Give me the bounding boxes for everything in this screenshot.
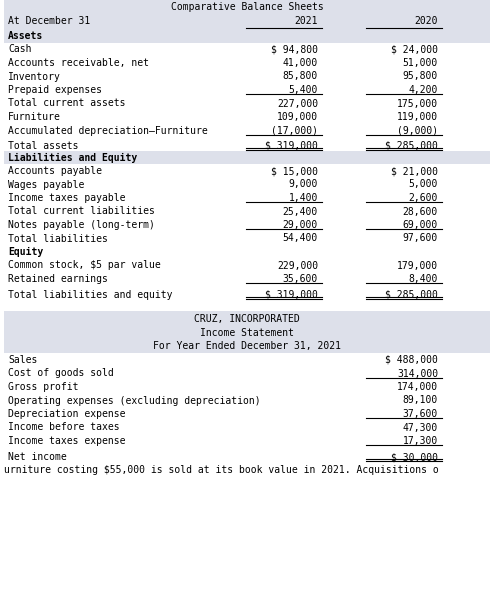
Text: Net income: Net income xyxy=(8,452,67,462)
Text: 179,000: 179,000 xyxy=(397,261,438,270)
Text: Notes payable (long-term): Notes payable (long-term) xyxy=(8,220,155,230)
Text: 2020: 2020 xyxy=(414,16,438,26)
Text: At December 31: At December 31 xyxy=(8,16,90,26)
Text: Retained earnings: Retained earnings xyxy=(8,274,108,284)
Bar xyxy=(4,0,490,14)
Text: Accumulated depreciation–Furniture: Accumulated depreciation–Furniture xyxy=(8,126,208,135)
Text: 175,000: 175,000 xyxy=(397,99,438,109)
Text: Income before taxes: Income before taxes xyxy=(8,422,120,433)
Text: Accounts payable: Accounts payable xyxy=(8,166,102,176)
Text: 109,000: 109,000 xyxy=(277,112,318,122)
Bar xyxy=(4,311,490,353)
Text: $ 21,000: $ 21,000 xyxy=(391,166,438,176)
Text: Gross profit: Gross profit xyxy=(8,382,79,392)
Text: $ 285,000: $ 285,000 xyxy=(385,289,438,300)
Text: $ 15,000: $ 15,000 xyxy=(271,166,318,176)
Text: 229,000: 229,000 xyxy=(277,261,318,270)
Text: Wages payable: Wages payable xyxy=(8,180,84,189)
Text: 35,600: 35,600 xyxy=(283,274,318,284)
Text: $ 94,800: $ 94,800 xyxy=(271,45,318,55)
Text: Common stock, $5 par value: Common stock, $5 par value xyxy=(8,261,161,270)
Text: Total liabilities and equity: Total liabilities and equity xyxy=(8,289,172,300)
Text: 51,000: 51,000 xyxy=(403,58,438,68)
Bar xyxy=(4,14,490,29)
Text: 2,600: 2,600 xyxy=(409,193,438,203)
Text: (17,000): (17,000) xyxy=(271,126,318,135)
Text: Sales: Sales xyxy=(8,355,37,365)
Text: urniture costing $55,000 is sold at its book value in 2021. Acquisitions o: urniture costing $55,000 is sold at its … xyxy=(4,465,439,475)
Bar xyxy=(4,29,490,42)
Text: Depreciation expense: Depreciation expense xyxy=(8,409,126,419)
Text: $ 488,000: $ 488,000 xyxy=(385,355,438,365)
Text: 5,400: 5,400 xyxy=(289,85,318,95)
Text: $ 285,000: $ 285,000 xyxy=(385,141,438,151)
Text: 54,400: 54,400 xyxy=(283,234,318,243)
Text: 25,400: 25,400 xyxy=(283,207,318,216)
Text: Total liabilities: Total liabilities xyxy=(8,234,108,243)
Text: 5,000: 5,000 xyxy=(409,180,438,189)
Text: Income Statement: Income Statement xyxy=(200,327,294,338)
Text: 119,000: 119,000 xyxy=(397,112,438,122)
Text: (9,000): (9,000) xyxy=(397,126,438,135)
Text: Comparative Balance Sheets: Comparative Balance Sheets xyxy=(170,2,324,12)
Text: 2021: 2021 xyxy=(295,16,318,26)
Text: 17,300: 17,300 xyxy=(403,436,438,446)
Text: 314,000: 314,000 xyxy=(397,368,438,378)
Text: Income taxes expense: Income taxes expense xyxy=(8,436,126,446)
Text: Operating expenses (excluding depreciation): Operating expenses (excluding depreciati… xyxy=(8,395,260,406)
Text: Cost of goods sold: Cost of goods sold xyxy=(8,368,114,378)
Text: 174,000: 174,000 xyxy=(397,382,438,392)
Text: Prepaid expenses: Prepaid expenses xyxy=(8,85,102,95)
Text: 227,000: 227,000 xyxy=(277,99,318,109)
Text: Assets: Assets xyxy=(8,31,43,41)
Text: Income taxes payable: Income taxes payable xyxy=(8,193,126,203)
Text: For Year Ended December 31, 2021: For Year Ended December 31, 2021 xyxy=(153,341,341,351)
Text: CRUZ, INCORPORATED: CRUZ, INCORPORATED xyxy=(194,314,300,324)
Text: Total assets: Total assets xyxy=(8,141,79,151)
Text: $ 319,000: $ 319,000 xyxy=(265,289,318,300)
Text: Total current liabilities: Total current liabilities xyxy=(8,207,155,216)
Text: 41,000: 41,000 xyxy=(283,58,318,68)
Text: 29,000: 29,000 xyxy=(283,220,318,230)
Text: Liabilities and Equity: Liabilities and Equity xyxy=(8,153,137,162)
Text: 1,400: 1,400 xyxy=(289,193,318,203)
Text: 89,100: 89,100 xyxy=(403,395,438,406)
Text: 97,600: 97,600 xyxy=(403,234,438,243)
Text: Cash: Cash xyxy=(8,45,31,55)
Text: 69,000: 69,000 xyxy=(403,220,438,230)
Text: 4,200: 4,200 xyxy=(409,85,438,95)
Text: Furniture: Furniture xyxy=(8,112,61,122)
Text: 47,300: 47,300 xyxy=(403,422,438,433)
Text: 37,600: 37,600 xyxy=(403,409,438,419)
Text: 95,800: 95,800 xyxy=(403,72,438,82)
Text: 85,800: 85,800 xyxy=(283,72,318,82)
Bar xyxy=(4,151,490,164)
Text: 8,400: 8,400 xyxy=(409,274,438,284)
Text: Total current assets: Total current assets xyxy=(8,99,126,109)
Text: $ 24,000: $ 24,000 xyxy=(391,45,438,55)
Text: Inventory: Inventory xyxy=(8,72,61,82)
Text: 9,000: 9,000 xyxy=(289,180,318,189)
Text: 28,600: 28,600 xyxy=(403,207,438,216)
Text: $ 319,000: $ 319,000 xyxy=(265,141,318,151)
Text: Accounts receivable, net: Accounts receivable, net xyxy=(8,58,149,68)
Text: Equity: Equity xyxy=(8,247,43,257)
Text: $ 30,000: $ 30,000 xyxy=(391,452,438,462)
